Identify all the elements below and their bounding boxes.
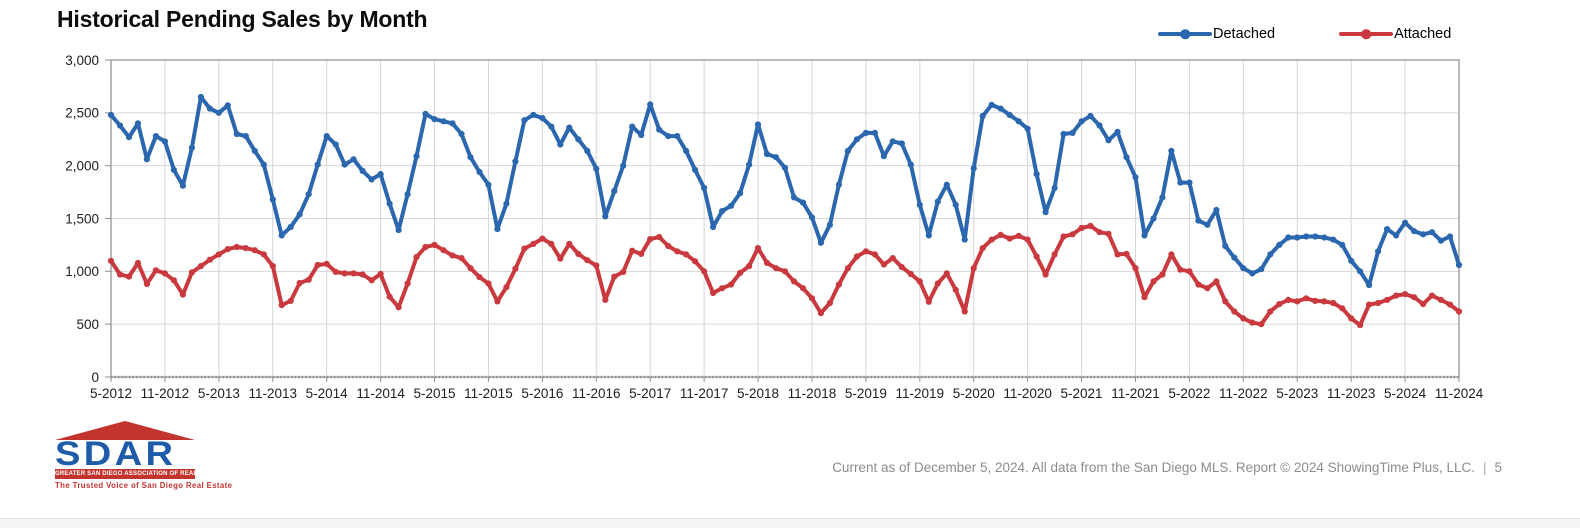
logo-roof-icon [55,421,195,440]
svg-text:2,000: 2,000 [65,158,99,173]
footer-note: Current as of December 5, 2024. All data… [832,460,1502,475]
attached-marker-dot [1361,29,1371,39]
detached-line-swatch [1158,29,1212,39]
svg-text:11-2016: 11-2016 [572,386,621,401]
bottom-bar [0,518,1580,528]
chart-legend: Detached Attached [1158,26,1451,42]
svg-text:11-2015: 11-2015 [464,386,513,401]
svg-text:11-2021: 11-2021 [1111,386,1160,401]
svg-text:11-2022: 11-2022 [1219,386,1268,401]
svg-text:5-2020: 5-2020 [953,386,995,401]
footer-text: Current as of December 5, 2024. All data… [832,460,1475,475]
svg-text:5-2023: 5-2023 [1276,386,1318,401]
svg-text:5-2024: 5-2024 [1384,386,1427,401]
svg-text:11-2023: 11-2023 [1327,386,1376,401]
svg-text:5-2018: 5-2018 [737,386,779,401]
svg-text:5-2017: 5-2017 [629,386,671,401]
svg-text:5-2015: 5-2015 [413,386,455,401]
svg-text:5-2019: 5-2019 [845,386,887,401]
logo-tagline: The Trusted Voice of San Diego Real Esta… [55,481,233,490]
svg-text:11-2014: 11-2014 [356,386,405,401]
svg-text:11-2018: 11-2018 [788,386,837,401]
logo-wordmark: SDAR [55,435,177,473]
svg-text:3,000: 3,000 [65,53,99,68]
svg-text:11-2024: 11-2024 [1435,386,1484,401]
chart-svg: 0 500 1,000 1,500 2,000 2,500 3,000 5-2012 11-20… [65,53,1484,401]
svg-text:0: 0 [91,370,99,385]
svg-text:11-2017: 11-2017 [680,386,729,401]
chart-title: Historical Pending Sales by Month [57,6,428,32]
svg-text:11-2012: 11-2012 [141,386,190,401]
svg-text:5-2012: 5-2012 [90,386,132,401]
footer-page-number: 5 [1494,460,1502,475]
svg-text:5-2016: 5-2016 [521,386,563,401]
svg-text:1,000: 1,000 [65,264,99,279]
svg-text:5-2021: 5-2021 [1061,386,1103,401]
legend-label-detached: Detached [1213,26,1276,42]
attached-line-swatch [1339,29,1394,39]
logo-banner: GREATER SAN DIEGO ASSOCIATION OF REALTOR… [55,469,219,479]
pending-sales-line-chart: 0 500 1,000 1,500 2,000 2,500 3,000 5-2012 11-20… [65,53,1484,401]
svg-text:5-2013: 5-2013 [198,386,240,401]
svg-text:5-2022: 5-2022 [1168,386,1210,401]
legend-item-detached: Detached [1158,26,1275,42]
svg-text:11-2013: 11-2013 [248,386,297,401]
svg-text:500: 500 [76,317,99,332]
svg-text:11-2020: 11-2020 [1003,386,1052,401]
legend-label-attached: Attached [1394,26,1452,42]
svg-text:2,500: 2,500 [65,106,99,121]
legend-item-attached: Attached [1339,26,1451,42]
svg-text:11-2019: 11-2019 [896,386,945,401]
footer-separator: | [1482,460,1487,475]
detached-marker-dot [1180,29,1190,39]
sdar-logo: SDAR GREATER SAN DIEGO ASSOCIATION OF RE… [55,421,233,490]
svg-text:1,500: 1,500 [65,211,99,226]
svg-text:5-2014: 5-2014 [306,386,349,401]
